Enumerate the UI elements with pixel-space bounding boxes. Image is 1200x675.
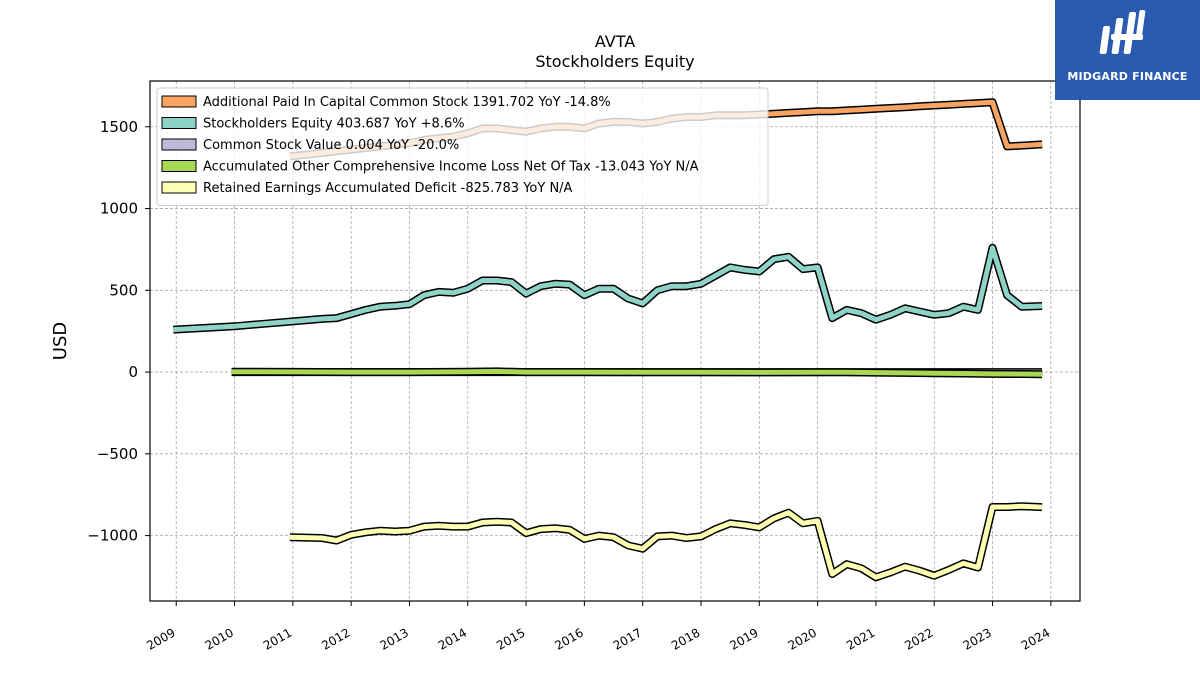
- x-tick-label: 2010: [203, 625, 236, 652]
- x-tick-label: 2012: [319, 625, 352, 652]
- x-tick-label: 2019: [727, 625, 760, 652]
- y-tick-label: 1000: [100, 200, 138, 218]
- x-tick-label: 2020: [786, 625, 819, 652]
- series-line-outline: [289, 502, 1043, 582]
- y-tick-label: −500: [97, 445, 138, 463]
- x-tick-label: 2017: [611, 625, 644, 652]
- brand-logo: MIDGARD FINANCE: [1055, 0, 1200, 100]
- x-tick-label: 2024: [1019, 625, 1052, 652]
- legend-swatch: [161, 160, 197, 172]
- y-axis-label: USD: [50, 322, 71, 360]
- logo-mark-icon: [1099, 10, 1146, 54]
- y-tick-label: 1500: [100, 118, 138, 136]
- y-tick-label: −1000: [87, 527, 138, 545]
- series-3: [231, 367, 1043, 379]
- chart-subtitle-text: Stockholders Equity: [535, 52, 694, 71]
- legend-swatch: [161, 138, 197, 151]
- legend-box: [156, 87, 769, 206]
- legend-swatch: [161, 117, 197, 129]
- y-axis-ticks: 1500 1000 500 0 −500 −1000: [87, 118, 150, 545]
- x-tick-label: 2015: [494, 625, 527, 652]
- y-tick-label: 0: [128, 363, 138, 381]
- chart-title-text: AVTA: [595, 32, 635, 51]
- x-tick-label: 2022: [902, 625, 935, 652]
- x-tick-label: 2011: [261, 625, 294, 652]
- series-4: [289, 502, 1043, 582]
- x-tick-label: 2023: [961, 625, 994, 652]
- x-tick-label: 2009: [144, 625, 177, 652]
- x-tick-label: 2021: [844, 625, 877, 652]
- chart-title: AVTA Stockholders Equity: [535, 32, 694, 71]
- legend-label: Accumulated Other Comprehensive Income L…: [203, 160, 699, 175]
- legend-label: Stockholders Equity 403.687 YoY +8.6%: [203, 117, 465, 132]
- x-axis-ticks: 2009 2010 2011 2012 2013 2014 2015 2016 2017 2018…: [144, 601, 1052, 653]
- series-line: [231, 368, 1043, 377]
- x-tick-label: 2014: [436, 625, 469, 652]
- y-tick-label: 500: [109, 281, 138, 299]
- brand-name: MIDGARD FINANCE: [1067, 70, 1188, 83]
- legend-label: Common Stock Value 0.004 YoY -20.0%: [203, 138, 459, 153]
- x-tick-label: 2018: [669, 625, 702, 652]
- x-tick-label: 2013: [378, 625, 411, 652]
- series-1: [173, 243, 1043, 334]
- series-line: [289, 503, 1043, 580]
- series-line: [173, 245, 1043, 333]
- legend-label: Additional Paid In Capital Common Stock …: [203, 95, 611, 110]
- legend: Additional Paid In Capital Common Stock …: [156, 87, 769, 206]
- plot-frame: [149, 80, 1081, 602]
- legend-swatch: [161, 95, 197, 108]
- legend-swatch: [161, 181, 197, 194]
- legend-label: Retained Earnings Accumulated Deficit -8…: [203, 181, 573, 196]
- x-tick-label: 2016: [552, 625, 585, 652]
